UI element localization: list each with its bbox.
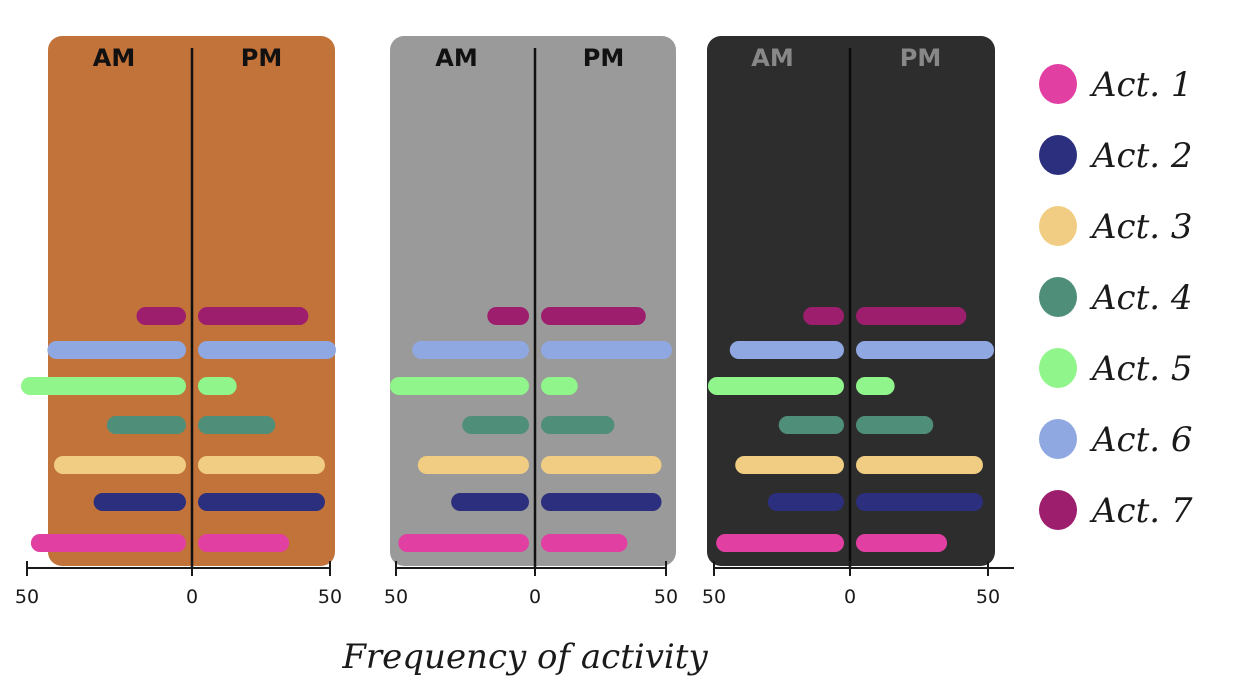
bar-am-act-5 (390, 377, 529, 395)
legend-item-act-5: Act. 5 (1039, 348, 1193, 389)
bar-pm-act-2 (198, 493, 325, 511)
panels-layer: AM PM 50 0 50 AM PM 50 0 50 AM PM 50 0 50 (15, 36, 1014, 608)
bar-pm-act-5 (198, 377, 237, 395)
legend-swatch (1039, 135, 1077, 175)
legend-label: Act. 1 (1089, 65, 1193, 105)
legend-swatch (1039, 206, 1077, 246)
heading-pm: PM (241, 44, 282, 72)
bar-pm-act-6 (541, 341, 672, 359)
x-tick-label: 0 (529, 586, 541, 608)
bar-pm-act-4 (541, 416, 615, 434)
bar-am-act-4 (106, 416, 186, 434)
bar-pm-act-5 (541, 377, 578, 395)
legend-item-act-4: Act. 4 (1039, 277, 1193, 318)
legend-label: Act. 7 (1089, 491, 1193, 531)
x-axis-label: Frequency of activity (341, 637, 708, 677)
heading-am: AM (93, 44, 135, 72)
bar-pm-act-1 (541, 534, 628, 552)
x-tick-label: 50 (15, 586, 39, 608)
x-tick-label: 50 (318, 586, 342, 608)
bar-am-act-7 (803, 307, 844, 325)
bar-am-act-3 (417, 456, 529, 474)
heading-am: AM (751, 44, 793, 72)
bar-am-act-6 (412, 341, 529, 359)
legend-item-act-6: Act. 6 (1039, 419, 1193, 460)
bar-pm-act-5 (856, 377, 895, 395)
legend-swatch (1039, 490, 1077, 530)
bar-pm-act-7 (541, 307, 646, 325)
bar-pm-act-6 (856, 341, 994, 359)
heading-pm: PM (900, 44, 941, 72)
bar-am-act-6 (47, 341, 187, 359)
legend-label: Act. 3 (1089, 207, 1193, 247)
bar-am-act-3 (735, 456, 844, 474)
bar-pm-act-2 (856, 493, 983, 511)
x-tick-label: 0 (844, 586, 856, 608)
legend-swatch (1039, 64, 1077, 104)
bar-pm-act-2 (541, 493, 662, 511)
heading-pm: PM (583, 44, 624, 72)
legend-label: Act. 6 (1089, 420, 1193, 460)
legend-item-act-7: Act. 7 (1039, 490, 1193, 531)
bar-pm-act-7 (856, 307, 967, 325)
legend-swatch (1039, 277, 1077, 317)
bar-pm-act-1 (198, 534, 290, 552)
x-tick-label: 50 (654, 586, 678, 608)
x-tick-label: 50 (976, 586, 1000, 608)
panel-2: AM PM 50 0 50 (384, 36, 678, 608)
bar-am-act-4 (778, 416, 844, 434)
bar-am-act-5 (21, 377, 186, 395)
bar-am-act-3 (54, 456, 186, 474)
x-tick-label: 0 (186, 586, 198, 608)
x-tick-label: 50 (702, 586, 726, 608)
panel-background (390, 36, 676, 566)
legend-item-act-1: Act. 1 (1039, 64, 1193, 105)
heading-am: AM (435, 44, 477, 72)
bar-am-act-1 (398, 534, 529, 552)
x-tick-label: 50 (384, 586, 408, 608)
legend-label: Act. 2 (1089, 136, 1193, 176)
bar-pm-act-4 (198, 416, 276, 434)
bar-pm-act-3 (856, 456, 983, 474)
legend-swatch (1039, 348, 1077, 388)
bar-am-act-1 (716, 534, 844, 552)
bar-am-act-7 (487, 307, 529, 325)
bar-pm-act-6 (198, 341, 336, 359)
bar-am-act-7 (136, 307, 186, 325)
bar-am-act-5 (708, 377, 844, 395)
panel-1: AM PM 50 0 50 (15, 36, 342, 608)
bar-am-act-2 (93, 493, 186, 511)
bar-am-act-6 (729, 341, 844, 359)
bar-am-act-2 (767, 493, 844, 511)
legend-label: Act. 4 (1089, 278, 1193, 318)
panel-3: AM PM 50 0 50 (702, 36, 1014, 608)
bar-pm-act-1 (856, 534, 948, 552)
legend-item-act-2: Act. 2 (1039, 135, 1193, 176)
bar-pm-act-3 (198, 456, 325, 474)
legend-swatch (1039, 419, 1077, 459)
bar-pm-act-7 (198, 307, 309, 325)
bar-am-act-2 (451, 493, 529, 511)
legend-label: Act. 5 (1089, 349, 1193, 389)
bar-am-act-4 (462, 416, 529, 434)
bar-pm-act-4 (856, 416, 934, 434)
legend-item-act-3: Act. 3 (1039, 206, 1193, 247)
legend: Act. 1 Act. 2 Act. 3 Act. 4 Act. 5 Act. 6 Act.… (1039, 64, 1193, 531)
bar-am-act-1 (30, 534, 187, 552)
bar-pm-act-3 (541, 456, 662, 474)
